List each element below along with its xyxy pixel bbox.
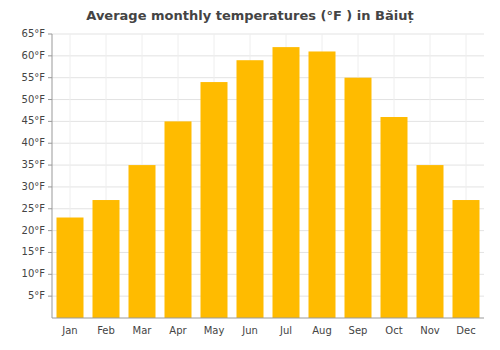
bar — [93, 200, 120, 318]
y-tick-label: 15°F — [22, 246, 46, 257]
x-tick-label: May — [204, 325, 225, 336]
y-tick — [48, 55, 52, 56]
bar — [237, 60, 264, 318]
bar — [57, 218, 84, 318]
y-tick — [48, 252, 52, 253]
y-tick-label: 5°F — [28, 290, 45, 301]
y-tick-label: 35°F — [22, 159, 46, 170]
y-tick — [48, 274, 52, 275]
y-tick-label: 45°F — [22, 115, 46, 126]
y-tick-label: 20°F — [22, 225, 46, 236]
y-tick — [48, 186, 52, 187]
y-tick — [48, 121, 52, 122]
bar — [273, 47, 300, 318]
bar — [129, 165, 156, 318]
y-tick-label: 25°F — [22, 203, 46, 214]
y-grid-line — [52, 143, 484, 144]
y-tick-label: 40°F — [22, 137, 46, 148]
bars — [57, 47, 480, 318]
y-tick-label: 65°F — [22, 28, 46, 39]
y-tick — [48, 99, 52, 100]
y-grid-line — [52, 77, 484, 78]
y-tick — [48, 77, 52, 78]
axes: 5°F 10°F 15°F 20°F 25°F 30°F 35°F 40°F 45°F 50°F 5… — [22, 28, 484, 336]
x-tick-label: Dec — [456, 325, 475, 336]
chart: 5°F 10°F 15°F 20°F 25°F 30°F 35°F 40°F 45°F 50°F 5… — [0, 0, 500, 350]
y-axis-line — [52, 34, 53, 318]
x-tick-label: Apr — [169, 325, 187, 336]
bar — [309, 51, 336, 318]
y-tick — [48, 208, 52, 209]
y-tick-label: 50°F — [22, 94, 46, 105]
bar — [453, 200, 480, 318]
x-tick-label: Mar — [133, 325, 153, 336]
x-tick-label: Sep — [349, 325, 368, 336]
title: Average monthly temperatures (°F ) in Bă… — [86, 8, 413, 23]
y-tick-label: 60°F — [22, 50, 46, 61]
y-tick-label: 30°F — [22, 181, 46, 192]
x-tick-label: Nov — [420, 325, 440, 336]
x-tick-label: Feb — [97, 325, 115, 336]
y-grid-line — [52, 55, 484, 56]
bar — [345, 78, 372, 318]
y-tick — [48, 143, 52, 144]
y-tick — [48, 296, 52, 297]
bar — [417, 165, 444, 318]
y-tick-label: 10°F — [22, 268, 46, 279]
x-tick-label: Aug — [312, 325, 332, 336]
y-grid-line — [52, 121, 484, 122]
x-tick-label: Jun — [241, 325, 258, 336]
y-tick-label: 55°F — [22, 72, 46, 83]
x-axis-line — [52, 318, 484, 319]
y-grid-line — [52, 99, 484, 100]
bar — [165, 121, 192, 318]
x-tick-label: Jul — [279, 325, 292, 336]
bar — [201, 82, 228, 318]
grid — [52, 34, 484, 318]
y-tick — [48, 34, 52, 35]
y-grid-line — [52, 34, 484, 35]
y-tick — [48, 165, 52, 166]
chart-container: 5°F 10°F 15°F 20°F 25°F 30°F 35°F 40°F 45°F 50°F 5… — [0, 0, 500, 350]
x-tick-label: Jan — [61, 325, 77, 336]
x-tick-label: Oct — [385, 325, 402, 336]
y-tick — [48, 230, 52, 231]
bar — [381, 117, 408, 318]
